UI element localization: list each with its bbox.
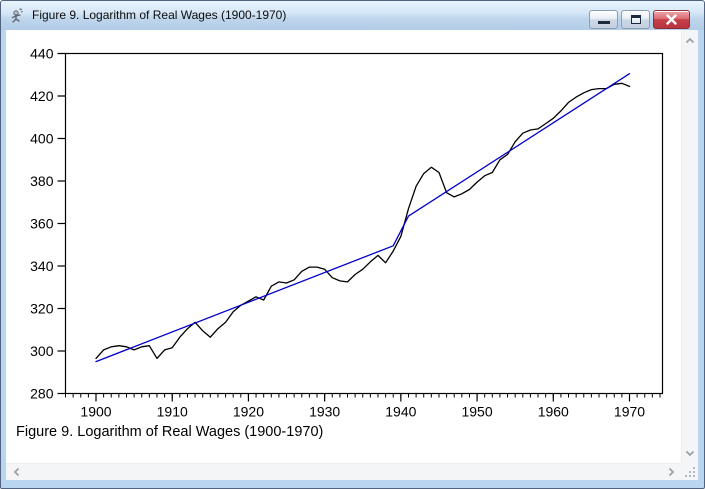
- plot-frame: [64, 52, 664, 395]
- x-tick-label: 1930: [309, 404, 340, 420]
- close-button[interactable]: [653, 10, 690, 29]
- y-tick-label: 400: [30, 131, 54, 147]
- y-tick-label: 280: [30, 386, 54, 402]
- scroll-left-button[interactable]: [8, 464, 24, 480]
- scroll-up-button[interactable]: [682, 32, 698, 48]
- minimize-button[interactable]: [589, 10, 618, 29]
- y-tick-label: 440: [30, 46, 54, 62]
- series-trend-line: [95, 73, 631, 363]
- window-title: Figure 9. Logarithm of Real Wages (1900-…: [32, 8, 287, 22]
- chevron-right-icon: [668, 467, 674, 477]
- x-tick-label: 1910: [157, 404, 188, 420]
- titlebar[interactable]: Figure 9. Logarithm of Real Wages (1900-…: [1, 1, 704, 30]
- wage-chart: 280 300 320 340 360 380 400 420 440 1900 1910 1920 1…: [30, 46, 664, 420]
- maximize-button[interactable]: [621, 10, 650, 29]
- scroll-down-button[interactable]: [682, 445, 698, 461]
- y-tick-label: 380: [30, 173, 54, 189]
- horizontal-scrollbar[interactable]: [6, 463, 681, 480]
- x-tick-label: 1970: [614, 404, 645, 420]
- minimize-icon: [597, 21, 610, 24]
- chevron-up-icon: [685, 37, 695, 43]
- y-tick-label: 420: [30, 88, 54, 104]
- x-tick-label: 1940: [385, 404, 416, 420]
- vertical-scrollbar[interactable]: [681, 30, 698, 463]
- scroll-right-button[interactable]: [663, 464, 679, 480]
- x-tick-label: 1900: [80, 404, 111, 420]
- chevron-left-icon: [13, 467, 19, 477]
- app-icon[interactable]: [10, 7, 26, 24]
- resize-grip[interactable]: [681, 463, 698, 480]
- y-tick-label: 360: [30, 216, 54, 232]
- close-icon: [666, 14, 677, 25]
- series-actual-line: [95, 82, 631, 360]
- chart-canvas: 280 300 320 340 360 380 400 420 440 1900 1910 1920 1…: [6, 30, 681, 463]
- window-client-area: 280 300 320 340 360 380 400 420 440 1900 1910 1920 1…: [6, 30, 698, 480]
- chevron-down-icon: [685, 450, 695, 456]
- y-tick-label: 340: [30, 258, 54, 274]
- maximize-icon: [630, 15, 641, 24]
- chart-caption: Figure 9. Logarithm of Real Wages (1900-…: [16, 424, 324, 440]
- x-tick-label: 1920: [233, 404, 264, 420]
- y-tick-label: 320: [30, 301, 54, 317]
- x-tick-label: 1960: [538, 404, 569, 420]
- resize-grip-icon: [685, 467, 695, 477]
- x-tick-label: 1950: [461, 404, 492, 420]
- y-tick-label: 300: [30, 343, 54, 359]
